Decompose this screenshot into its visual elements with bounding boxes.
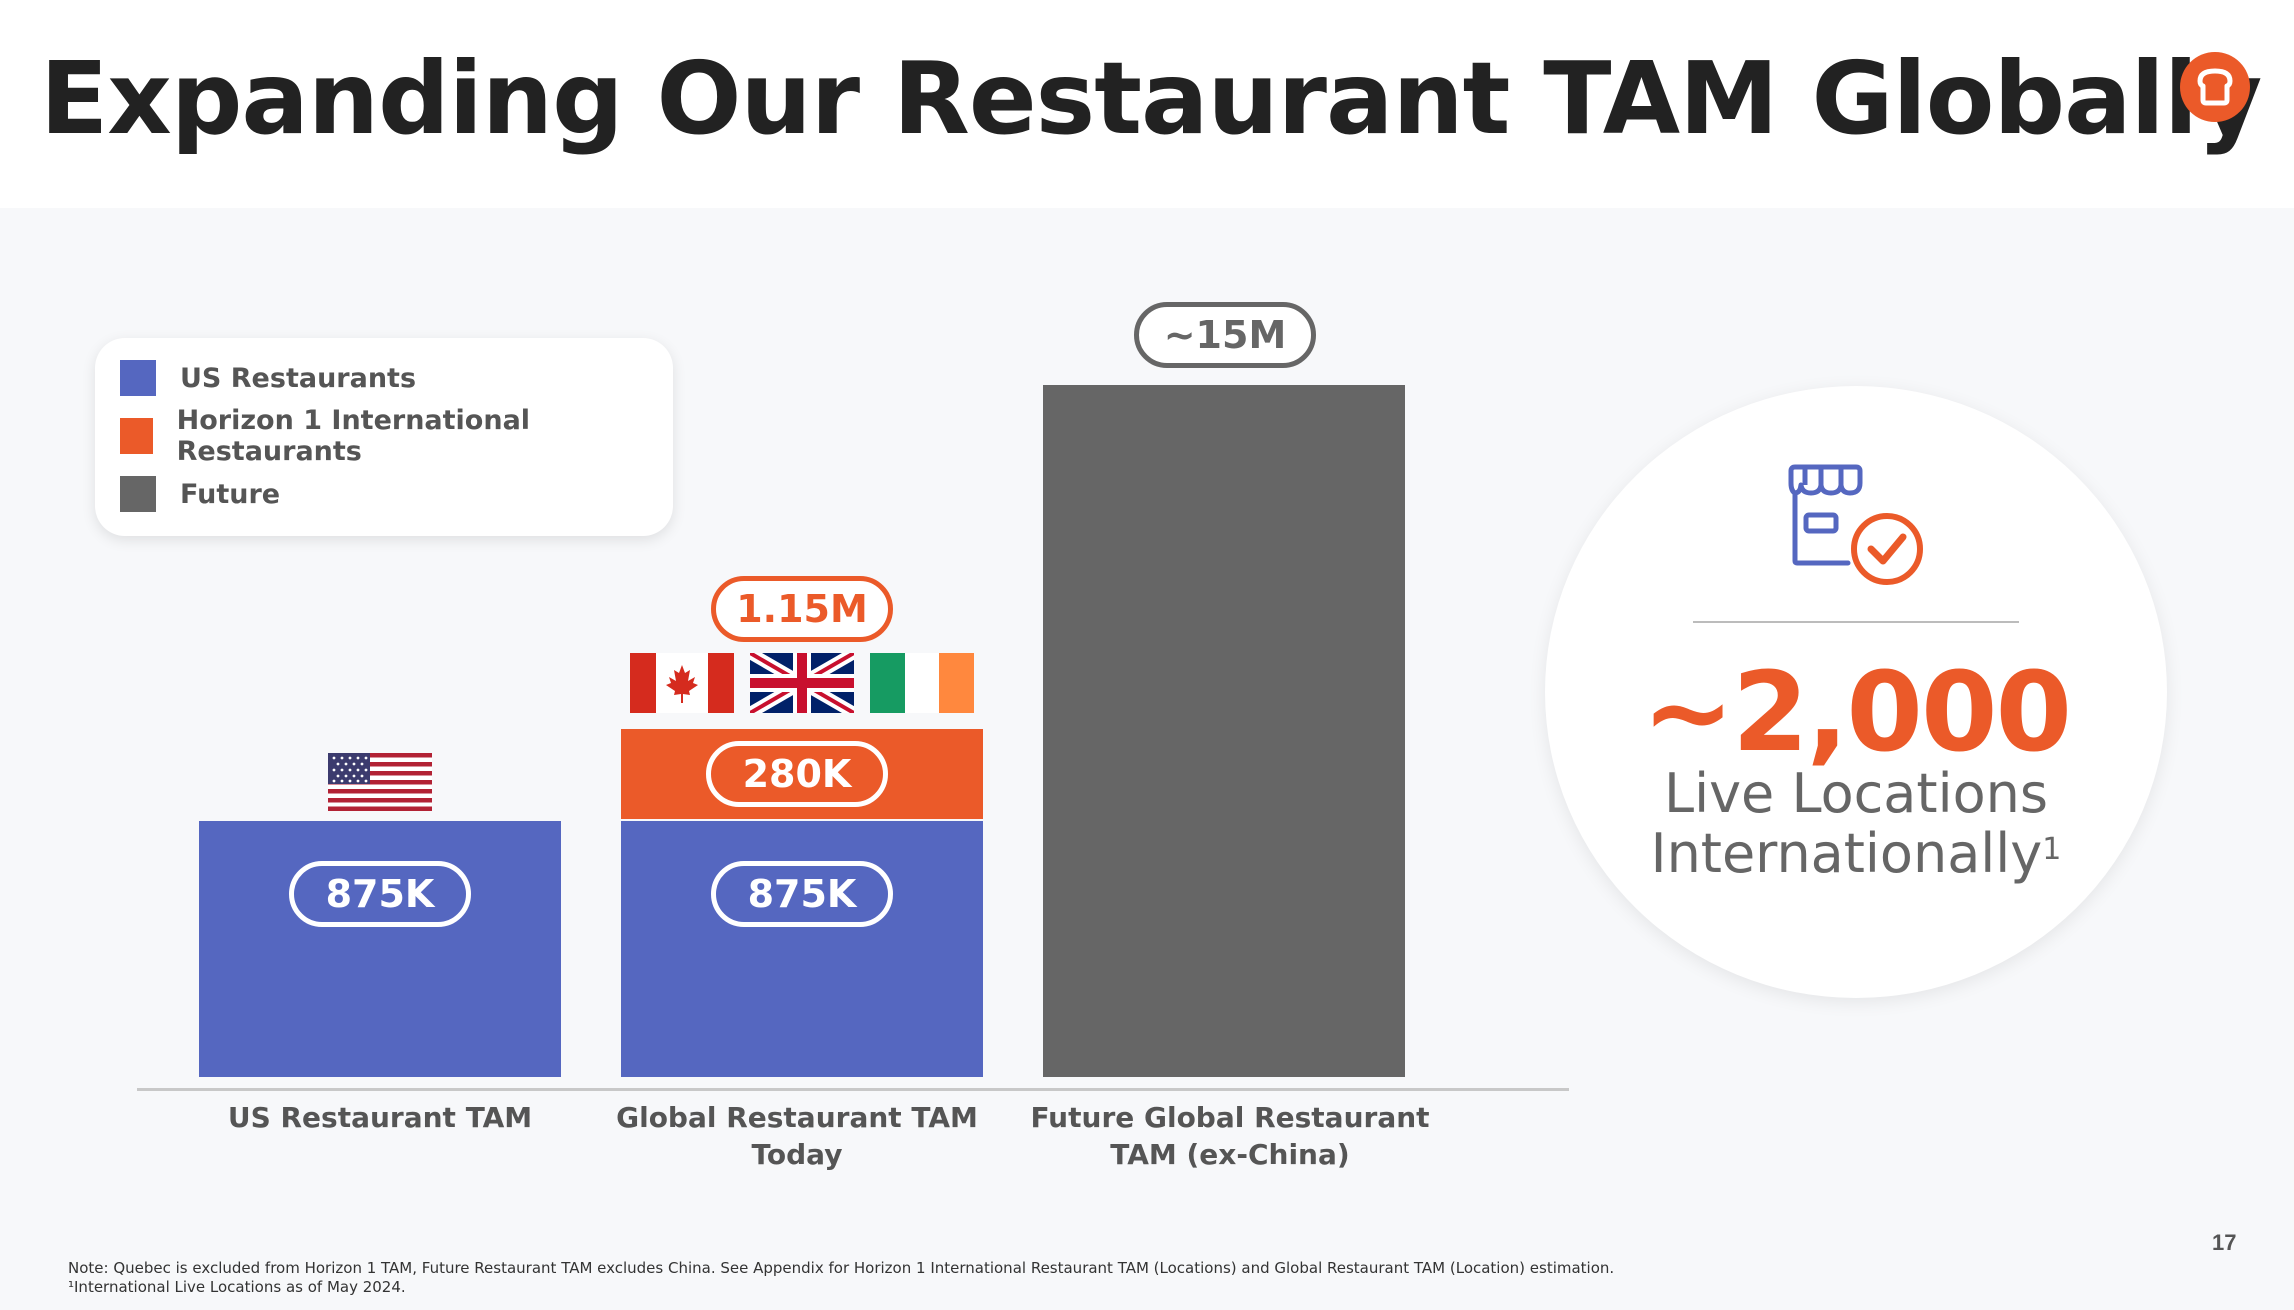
legend-item-us: US Restaurants — [120, 360, 416, 396]
x-tick-label-line: Global Restaurant TAM — [616, 1101, 978, 1134]
legend-swatch-future — [120, 476, 156, 512]
callout-caption: Live Locations Internationally1 — [1545, 764, 2167, 884]
legend-item-future: Future — [120, 476, 280, 512]
callout-line2-wrap: Internationally1 — [1545, 824, 2167, 884]
us-flag-icon — [328, 753, 432, 811]
legend-swatch-horizon1 — [120, 418, 153, 454]
footnote-mark: 1 — [2042, 832, 2062, 867]
canada-flag-icon — [630, 653, 734, 713]
bar-future-global-tam — [1043, 385, 1405, 1077]
bar-global-us-segment — [621, 821, 983, 1077]
data-label-us-875k: 875K — [289, 861, 471, 927]
data-label-future-total: ~15M — [1134, 302, 1316, 368]
page-title: Expanding Our Restaurant TAM Globally — [40, 40, 2262, 157]
data-label-global-280k: 280K — [706, 741, 888, 807]
data-label-global-total: 1.15M — [711, 576, 893, 642]
callout-divider — [1693, 621, 2019, 623]
x-tick-label-future: Future Global Restaurant TAM (ex-China) — [1018, 1099, 1442, 1173]
legend-label: US Restaurants — [180, 362, 417, 394]
page-number: 17 — [2212, 1230, 2237, 1255]
ireland-flag-icon — [870, 653, 974, 713]
x-tick-label-global: Global Restaurant TAM Today — [596, 1099, 998, 1173]
footnote: Note: Quebec is excluded from Horizon 1 … — [68, 1259, 1614, 1297]
storefront-check-icon — [1788, 464, 1923, 585]
x-tick-label-us: US Restaurant TAM — [199, 1099, 561, 1136]
legend-item-horizon1: Horizon 1 International Restaurants — [120, 405, 673, 467]
uk-flag-icon — [750, 653, 854, 713]
legend-label: Future — [180, 478, 281, 510]
bar-us-restaurant-tam — [199, 821, 561, 1077]
footnote-line1: Note: Quebec is excluded from Horizon 1 … — [68, 1259, 1615, 1277]
chart-legend: US Restaurants Horizon 1 International R… — [95, 338, 673, 536]
legend-label: Horizon 1 International Restaurants — [176, 405, 531, 467]
international-locations-callout — [1545, 386, 2167, 998]
x-tick-label-line: Today — [751, 1138, 843, 1171]
callout-line1: Live Locations — [1664, 762, 2048, 825]
footnote-line2: ¹International Live Locations as of May … — [68, 1278, 406, 1296]
callout-line2: Internationally — [1650, 822, 2043, 885]
data-label-global-875k: 875K — [711, 861, 893, 927]
x-axis-line — [137, 1088, 1569, 1091]
callout-value: ~2,000 — [1641, 648, 2072, 776]
legend-swatch-us — [120, 360, 156, 396]
toast-logo-icon — [2180, 52, 2250, 122]
x-tick-label-line: US Restaurant TAM — [227, 1101, 533, 1134]
x-tick-label-line: Future Global Restaurant — [1030, 1101, 1430, 1134]
slide-header: Expanding Our Restaurant TAM Globally — [0, 0, 2294, 208]
x-tick-label-line: TAM (ex-China) — [1110, 1138, 1350, 1171]
